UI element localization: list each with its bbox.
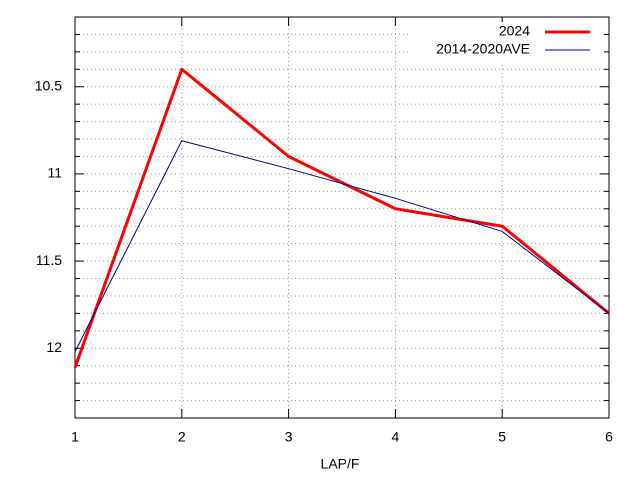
series-line (73, 67, 610, 368)
legend-background (410, 22, 604, 62)
x-tick-label: 6 (605, 429, 613, 445)
x-tick-label: 2 (178, 429, 186, 445)
y-tick-label: 11 (47, 165, 62, 181)
x-tick-label: 5 (498, 429, 506, 445)
y-tick-label: 11.5 (36, 252, 62, 268)
x-tick-label: 3 (285, 429, 293, 445)
legend-label: 2024 (499, 23, 530, 39)
x-tick-label: 4 (392, 429, 400, 445)
y-tick-label: 12 (46, 339, 62, 355)
legend-label: 2014-2020AVE (436, 41, 530, 57)
x-axis-label: LAP/F (321, 456, 360, 472)
series-line (74, 140, 610, 352)
y-tick-label: 10.5 (35, 77, 62, 93)
plot-border (74, 16, 610, 419)
x-tick-label: 1 (71, 429, 79, 445)
